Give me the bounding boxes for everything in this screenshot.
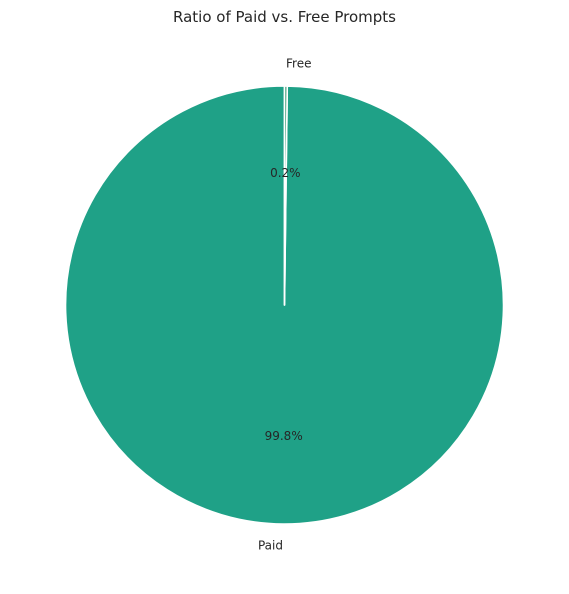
slices-layer — [64, 85, 505, 525]
pie-slice-free — [283, 85, 289, 306]
slice-label-paid: Paid — [258, 538, 283, 552]
slice-label-free: Free — [286, 57, 311, 71]
pct-label-free: 0.2% — [270, 166, 301, 180]
chart-title: Ratio of Paid vs. Free Prompts — [173, 8, 396, 26]
labels-layer: Paid 99.8% Free 0.2% — [258, 57, 312, 553]
pct-label-paid: 99.8% — [265, 429, 303, 443]
